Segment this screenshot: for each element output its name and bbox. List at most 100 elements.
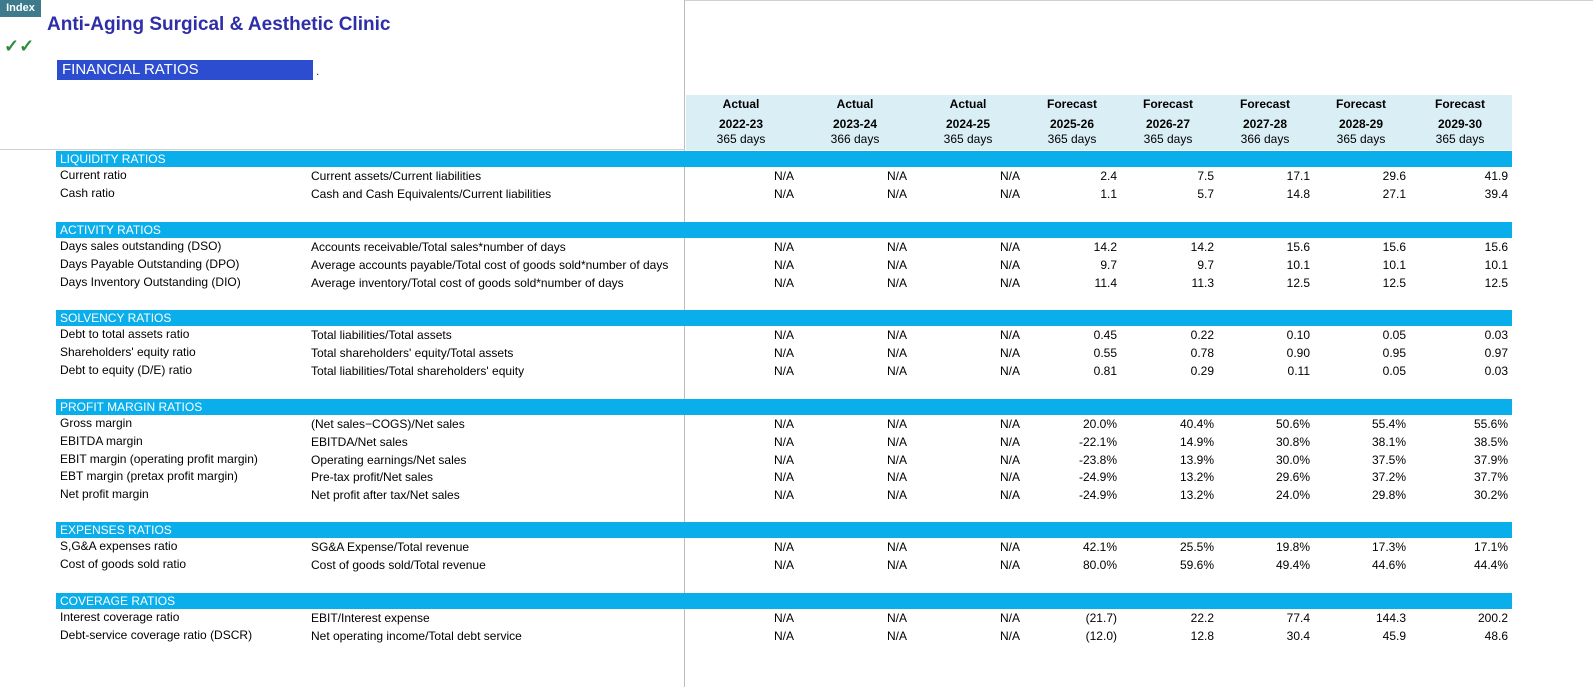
table-cell[interactable]: N/A <box>999 470 1020 484</box>
table-cell[interactable]: 14.9% <box>1179 435 1214 449</box>
table-cell[interactable]: N/A <box>773 240 794 254</box>
table-cell[interactable]: N/A <box>886 276 907 290</box>
table-cell[interactable]: 24.0% <box>1275 488 1310 502</box>
table-cell[interactable]: 0.11 <box>1287 364 1310 378</box>
table-cell[interactable]: 30.8% <box>1275 435 1310 449</box>
table-cell[interactable]: N/A <box>999 629 1020 643</box>
table-cell[interactable]: 17.1% <box>1473 540 1508 554</box>
table-cell[interactable]: 38.1% <box>1371 435 1406 449</box>
table-cell[interactable]: 11.3 <box>1191 276 1214 290</box>
table-cell[interactable]: N/A <box>999 453 1020 467</box>
table-cell[interactable]: N/A <box>886 435 907 449</box>
table-cell[interactable]: N/A <box>886 611 907 625</box>
table-cell[interactable]: N/A <box>886 328 907 342</box>
table-cell[interactable]: 37.5% <box>1371 453 1406 467</box>
table-cell[interactable]: 0.03 <box>1484 328 1508 342</box>
table-cell[interactable]: 15.6 <box>1286 240 1310 254</box>
table-cell[interactable]: N/A <box>999 540 1020 554</box>
table-cell[interactable]: (12.0) <box>1085 629 1117 643</box>
table-cell[interactable]: N/A <box>886 453 907 467</box>
table-cell[interactable]: N/A <box>773 187 794 201</box>
table-cell[interactable]: 200.2 <box>1477 611 1508 625</box>
table-cell[interactable]: 12.5 <box>1484 276 1508 290</box>
table-cell[interactable]: N/A <box>773 276 794 290</box>
table-cell[interactable]: 50.6% <box>1275 417 1310 431</box>
table-cell[interactable]: 144.3 <box>1375 611 1406 625</box>
table-cell[interactable]: 11.4 <box>1094 276 1117 290</box>
table-cell[interactable]: 38.5% <box>1473 435 1508 449</box>
table-cell[interactable]: 30.2% <box>1473 488 1508 502</box>
table-cell[interactable]: N/A <box>999 611 1020 625</box>
table-cell[interactable]: 7.5 <box>1197 169 1214 183</box>
table-cell[interactable]: 12.5 <box>1286 276 1310 290</box>
table-cell[interactable]: N/A <box>886 629 907 643</box>
table-cell[interactable]: 39.4 <box>1484 187 1508 201</box>
table-cell[interactable]: N/A <box>999 240 1020 254</box>
table-cell[interactable]: N/A <box>999 276 1020 290</box>
table-cell[interactable]: -22.1% <box>1078 435 1117 449</box>
table-cell[interactable]: 77.4 <box>1286 611 1310 625</box>
table-cell[interactable]: 41.9 <box>1484 169 1508 183</box>
table-cell[interactable]: 19.8% <box>1275 540 1310 554</box>
table-cell[interactable]: 0.22 <box>1190 328 1214 342</box>
table-cell[interactable]: 14.2 <box>1190 240 1214 254</box>
table-cell[interactable]: N/A <box>773 417 794 431</box>
table-cell[interactable]: 49.4% <box>1275 558 1310 572</box>
table-cell[interactable]: 80.0% <box>1082 558 1117 572</box>
table-cell[interactable]: N/A <box>886 346 907 360</box>
table-cell[interactable]: 27.1 <box>1382 187 1406 201</box>
table-cell[interactable]: 29.6% <box>1275 470 1310 484</box>
table-cell[interactable]: 29.8% <box>1371 488 1406 502</box>
table-cell[interactable]: 44.6% <box>1371 558 1406 572</box>
table-cell[interactable]: N/A <box>999 346 1020 360</box>
table-cell[interactable]: 44.4% <box>1473 558 1508 572</box>
table-cell[interactable]: N/A <box>999 328 1020 342</box>
table-cell[interactable]: N/A <box>886 364 907 378</box>
table-cell[interactable]: 12.5 <box>1382 276 1406 290</box>
table-cell[interactable]: N/A <box>773 558 794 572</box>
table-cell[interactable]: 40.4% <box>1179 417 1214 431</box>
table-cell[interactable]: 37.2% <box>1371 470 1406 484</box>
table-cell[interactable]: 30.4 <box>1286 629 1310 643</box>
table-cell[interactable]: N/A <box>886 240 907 254</box>
table-cell[interactable]: 17.3% <box>1371 540 1406 554</box>
table-cell[interactable]: 12.8 <box>1190 629 1214 643</box>
table-cell[interactable]: 15.6 <box>1382 240 1406 254</box>
table-cell[interactable]: N/A <box>999 169 1020 183</box>
table-cell[interactable]: N/A <box>773 611 794 625</box>
table-cell[interactable]: 29.6 <box>1382 169 1406 183</box>
table-cell[interactable]: N/A <box>773 258 794 272</box>
table-cell[interactable]: 9.7 <box>1197 258 1214 272</box>
table-cell[interactable]: 20.0% <box>1082 417 1117 431</box>
table-cell[interactable]: 13.9% <box>1179 453 1214 467</box>
table-cell[interactable]: 0.05 <box>1382 364 1406 378</box>
table-cell[interactable]: N/A <box>999 258 1020 272</box>
table-cell[interactable]: 17.1 <box>1286 169 1310 183</box>
index-button[interactable]: Index <box>0 0 41 17</box>
table-cell[interactable]: N/A <box>773 540 794 554</box>
table-cell[interactable]: 45.9 <box>1382 629 1406 643</box>
table-cell[interactable]: 2.4 <box>1100 169 1117 183</box>
table-cell[interactable]: 10.1 <box>1382 258 1406 272</box>
table-cell[interactable]: N/A <box>886 558 907 572</box>
table-cell[interactable]: N/A <box>773 328 794 342</box>
table-cell[interactable]: 55.6% <box>1473 417 1508 431</box>
table-cell[interactable]: N/A <box>999 364 1020 378</box>
table-cell[interactable]: -24.9% <box>1078 488 1117 502</box>
table-cell[interactable]: 14.2 <box>1093 240 1117 254</box>
table-cell[interactable]: 0.55 <box>1093 346 1117 360</box>
table-cell[interactable]: N/A <box>886 540 907 554</box>
table-cell[interactable]: 0.29 <box>1190 364 1214 378</box>
table-cell[interactable]: 37.9% <box>1473 453 1508 467</box>
table-cell[interactable]: N/A <box>886 417 907 431</box>
table-cell[interactable]: 10.1 <box>1484 258 1508 272</box>
table-cell[interactable]: N/A <box>886 258 907 272</box>
table-cell[interactable]: 59.6% <box>1179 558 1214 572</box>
table-cell[interactable]: 0.45 <box>1093 328 1117 342</box>
table-cell[interactable]: 0.97 <box>1484 346 1508 360</box>
table-cell[interactable]: N/A <box>773 169 794 183</box>
table-cell[interactable]: N/A <box>886 470 907 484</box>
table-cell[interactable]: 0.05 <box>1382 328 1406 342</box>
table-cell[interactable]: N/A <box>773 470 794 484</box>
table-cell[interactable]: 1.1 <box>1100 187 1117 201</box>
